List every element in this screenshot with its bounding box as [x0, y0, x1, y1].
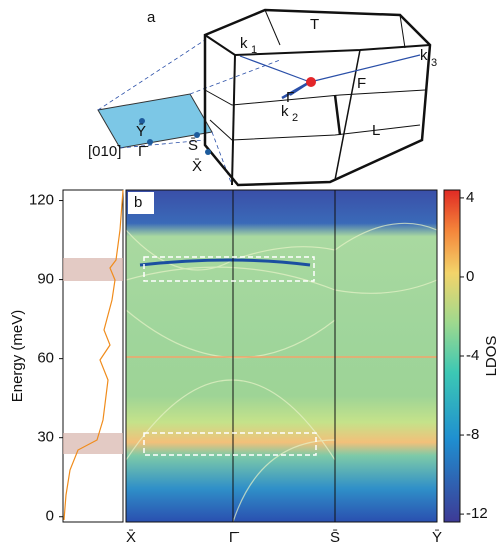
- colorbar-tick-label: -8: [466, 426, 479, 443]
- point-label: Γ: [286, 89, 294, 106]
- y-tick-label: 60: [37, 350, 54, 367]
- bands: [125, 222, 438, 523]
- colorbar-tick-label: -12: [466, 505, 488, 522]
- colorbar: [443, 189, 461, 523]
- colorbar-tick-label: 0: [466, 268, 474, 285]
- y-tick-label: 90: [37, 271, 54, 288]
- surface-label: Ȳ: [136, 123, 146, 140]
- y-axis-label: Energy (meV): [9, 310, 26, 403]
- highlight-box: [143, 256, 315, 282]
- colorbar-label: LDOS: [483, 336, 499, 377]
- point-label: 3: [431, 57, 437, 69]
- point-label: T: [310, 16, 319, 33]
- y-tick-label: 30: [37, 429, 54, 446]
- band: [139, 258, 311, 267]
- x-tick-label: X̄: [126, 529, 136, 546]
- direction-label: [010]: [88, 143, 121, 160]
- y-tick-label: 120: [29, 192, 54, 209]
- x-tick-label: Ȳ: [432, 529, 442, 546]
- dos-curve: [63, 189, 124, 521]
- y-tick-label: 0: [46, 508, 54, 525]
- point-label: k: [420, 47, 428, 64]
- surface-label: X̄: [192, 158, 202, 175]
- colorbar-tick-label: -4: [466, 347, 479, 364]
- highlight: [63, 258, 123, 281]
- highlight: [63, 433, 123, 454]
- panel-label: b: [134, 194, 142, 211]
- point-label: 1: [251, 44, 257, 56]
- surface-label: Γ̄: [138, 143, 148, 160]
- point-label: k: [240, 35, 248, 52]
- panel-label: a: [147, 9, 156, 26]
- point-label: k: [281, 103, 289, 120]
- point-label: L: [372, 122, 380, 139]
- point-label: F: [357, 75, 366, 92]
- highlight-box: [143, 432, 317, 456]
- label-box: [128, 192, 154, 214]
- point-label: 2: [292, 112, 298, 124]
- x-tick-label: Γ̄: [229, 529, 239, 546]
- surface-label: S̄: [188, 137, 198, 154]
- x-tick-label: S̄: [330, 529, 340, 546]
- plot-frame: [125, 189, 438, 523]
- colorbar-tick-label: 4: [466, 189, 474, 206]
- heatmap: [126, 190, 437, 522]
- dos-panel: [62, 189, 124, 523]
- brillouin-zone: [97, 8, 432, 187]
